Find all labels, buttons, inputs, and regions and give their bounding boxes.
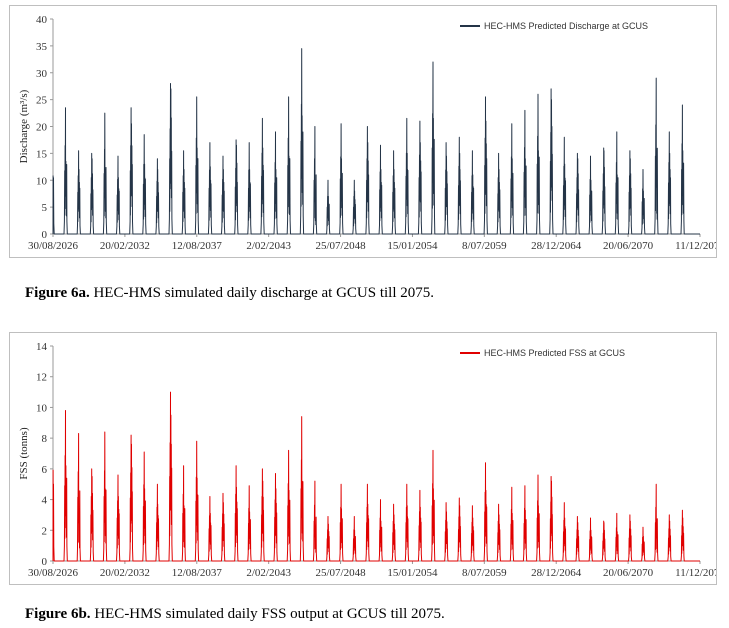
- x-tick-label: 28/12/2064: [531, 240, 582, 252]
- discharge-chart-svg: 0 5 10 15 20 25 30 35 40 30/08/2026 20/02/2032 12/0…: [18, 14, 716, 252]
- figure-6a-text: HEC-HMS simulated daily discharge at GCU…: [89, 285, 435, 301]
- y-tick-label: 8: [42, 433, 48, 445]
- x-tick-label: 28/12/2064: [531, 567, 582, 579]
- y-tick-label: 25: [36, 95, 48, 107]
- figure-6a-caption: Figure 6a. HEC-HMS simulated daily disch…: [25, 285, 434, 302]
- x-tick-label: 2/02/2043: [246, 240, 291, 252]
- series-line: [52, 48, 700, 235]
- fss-chart-svg: 0 2 4 6 8 10 12 14 30/08/2026 20/02/2032 12/08/203…: [18, 341, 716, 579]
- figure-6a-label: Figure 6a.: [25, 285, 90, 301]
- x-tick-label: 15/01/2054: [387, 567, 438, 579]
- y-tick-label: 2: [42, 525, 48, 537]
- y-axis-title: Discharge (m³/s): [18, 89, 30, 163]
- x-tick-label: 20/06/2070: [603, 567, 654, 579]
- x-tick-label: 12/08/2037: [172, 567, 223, 579]
- x-tick-label: 2/02/2043: [246, 567, 291, 579]
- y-tick-label: 0: [42, 556, 48, 568]
- figure-6b-caption: Figure 6b. HEC-HMS simulated daily FSS o…: [25, 606, 445, 623]
- x-tick-label: 8/07/2059: [462, 567, 507, 579]
- y-axis-title: FSS (tonns): [18, 427, 30, 480]
- y-tick-label: 4: [42, 495, 48, 507]
- x-tick-label: 20/06/2070: [603, 240, 654, 252]
- x-tick-label: 8/07/2059: [462, 240, 507, 252]
- figure-6b-text: HEC-HMS simulated daily FSS output at GC…: [90, 606, 445, 622]
- x-tick-label: 11/12/2075: [675, 240, 716, 252]
- series-line: [52, 391, 700, 562]
- x-tick-label: 25/07/2048: [315, 567, 366, 579]
- x-tick-label: 12/08/2037: [172, 240, 223, 252]
- discharge-chart: 0 5 10 15 20 25 30 35 40 30/08/2026 20/02/2032 12/0…: [9, 5, 717, 258]
- y-tick-label: 6: [42, 464, 48, 476]
- y-tick-label: 35: [36, 41, 48, 53]
- x-tick-label: 20/02/2032: [100, 567, 150, 579]
- y-tick-label: 14: [36, 341, 48, 353]
- y-tick-label: 0: [42, 229, 48, 241]
- figure-6b-label: Figure 6b.: [25, 606, 91, 622]
- x-tick-label: 30/08/2026: [28, 240, 79, 252]
- legend-label: HEC-HMS Predicted FSS at GCUS: [484, 348, 625, 358]
- x-tick-label: 30/08/2026: [28, 567, 79, 579]
- y-tick-label: 15: [36, 148, 48, 160]
- x-tick-label: 25/07/2048: [315, 240, 366, 252]
- fss-chart: 0 2 4 6 8 10 12 14 30/08/2026 20/02/2032 12/08/203…: [9, 332, 717, 585]
- y-tick-label: 40: [36, 14, 48, 26]
- x-tick-label: 11/12/2075: [675, 567, 716, 579]
- y-tick-label: 5: [42, 202, 48, 214]
- legend-label: HEC-HMS Predicted Discharge at GCUS: [484, 21, 648, 31]
- x-tick-label: 20/02/2032: [100, 240, 150, 252]
- y-tick-label: 12: [36, 372, 47, 384]
- x-tick-label: 15/01/2054: [387, 240, 438, 252]
- y-tick-label: 10: [36, 402, 48, 414]
- y-tick-label: 30: [36, 68, 48, 80]
- y-tick-label: 20: [36, 122, 48, 134]
- y-tick-label: 10: [36, 175, 48, 187]
